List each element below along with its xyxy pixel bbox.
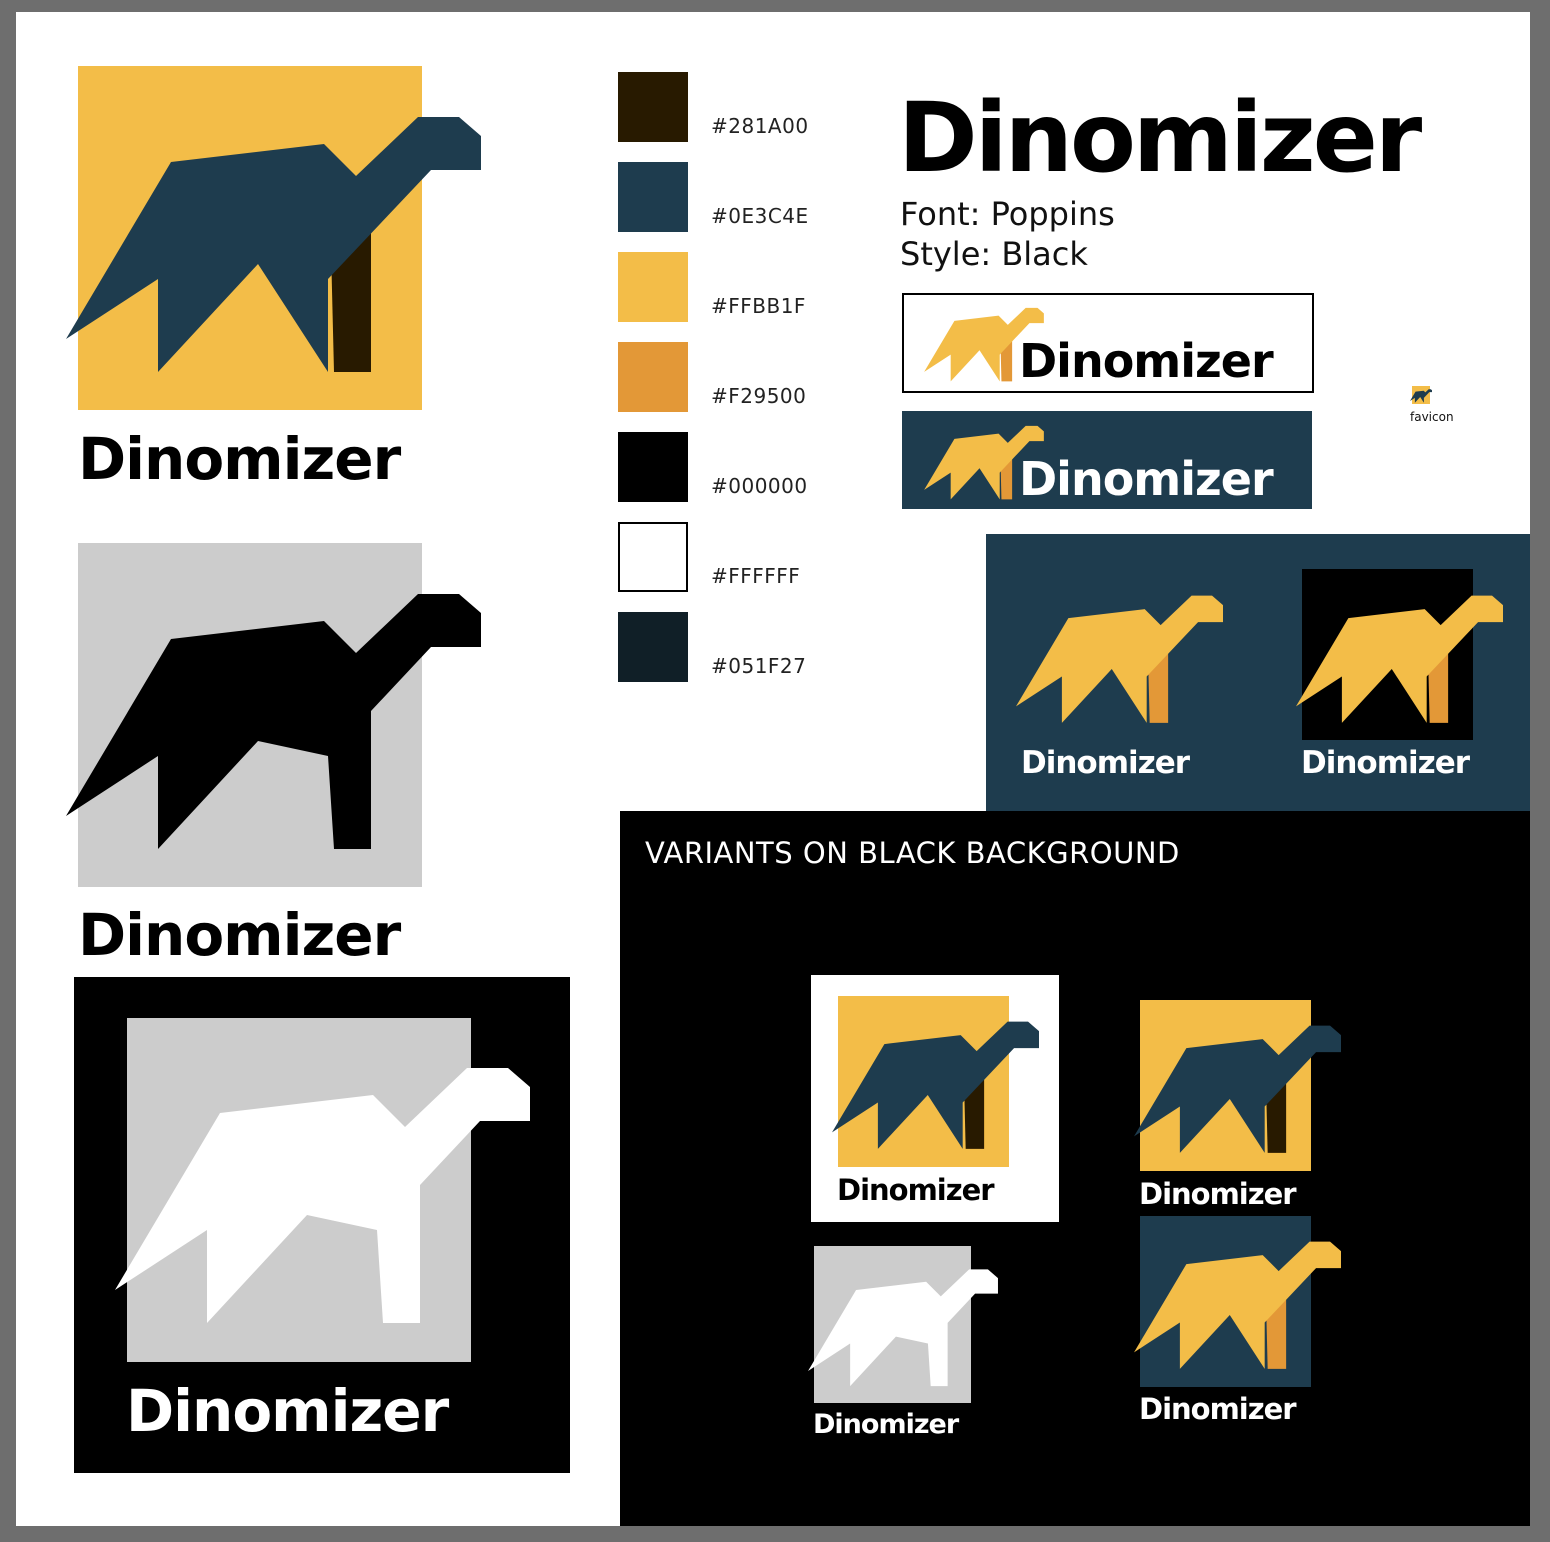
swatch xyxy=(618,72,688,142)
dino-icon-yellow xyxy=(1134,1241,1341,1369)
swatch xyxy=(618,612,688,682)
wordmark: Dinomizer xyxy=(1019,334,1274,388)
dino-icon xyxy=(832,1021,1039,1149)
artboard: Dinomizer Dinomizer Dinomizer #281A00 #0… xyxy=(16,12,1530,1526)
swatch xyxy=(618,522,688,592)
wordmark: Dinomizer xyxy=(813,1409,959,1440)
font-name: Font: Poppins xyxy=(900,195,1115,233)
favicon-label: favicon xyxy=(1410,410,1454,424)
dino-icon xyxy=(1134,1025,1341,1153)
swatch xyxy=(618,432,688,502)
wordmark: Dinomizer xyxy=(1301,745,1470,781)
dino-icon-yellow xyxy=(1296,595,1503,723)
brand-title: Dinomizer xyxy=(898,82,1422,194)
wordmark: Dinomizer xyxy=(126,1377,449,1445)
section-title: VARIANTS ON BLACK BACKGROUND xyxy=(645,836,1180,870)
swatch-hex-label: #FFFFFF xyxy=(711,564,801,588)
swatch-hex-label: #000000 xyxy=(711,474,808,498)
swatch xyxy=(618,342,688,412)
dino-icon-yellow xyxy=(1016,595,1223,723)
horizontal-logo-light xyxy=(902,293,1314,393)
dino-icon-yellow xyxy=(924,307,1044,382)
font-style: Style: Black xyxy=(900,235,1088,273)
swatch xyxy=(618,162,688,232)
black-variants-panel xyxy=(620,811,1530,1526)
swatch-hex-label: #281A00 xyxy=(711,114,809,138)
swatch xyxy=(618,252,688,322)
dino-icon-white xyxy=(115,1068,530,1323)
dino-icon-black xyxy=(66,594,481,849)
wordmark: Dinomizer xyxy=(1139,1177,1297,1211)
favicon-dino-icon xyxy=(1410,389,1432,403)
wordmark: Dinomizer xyxy=(837,1173,995,1207)
wordmark: Dinomizer xyxy=(1021,745,1190,781)
wordmark: Dinomizer xyxy=(1019,452,1274,506)
dino-icon-yellow xyxy=(924,425,1044,500)
swatch-hex-label: #F29500 xyxy=(711,384,807,408)
dino-icon xyxy=(66,117,481,372)
swatch-hex-label: #FFBB1F xyxy=(711,294,806,318)
swatch-hex-label: #051F27 xyxy=(711,654,807,678)
wordmark: Dinomizer xyxy=(1139,1392,1297,1426)
wordmark: Dinomizer xyxy=(78,425,401,493)
wordmark: Dinomizer xyxy=(78,901,401,969)
dino-icon-white xyxy=(808,1269,998,1387)
swatch-hex-label: #0E3C4E xyxy=(711,204,809,228)
